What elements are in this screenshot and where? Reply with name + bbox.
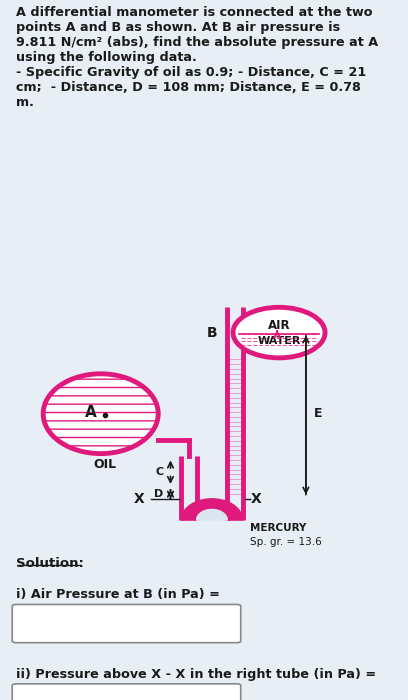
Text: WATER: WATER (257, 335, 301, 346)
Ellipse shape (233, 307, 325, 358)
Text: Solution:: Solution: (16, 557, 84, 570)
Text: MERCURY: MERCURY (250, 523, 307, 533)
Text: X: X (251, 492, 262, 506)
Polygon shape (181, 499, 243, 520)
FancyBboxPatch shape (12, 684, 241, 700)
Circle shape (43, 374, 158, 454)
Text: C: C (155, 467, 164, 477)
Text: Sp. gr. = 13.6: Sp. gr. = 13.6 (250, 538, 322, 547)
Text: A differential manometer is connected at the two
points A and B as shown. At B a: A differential manometer is connected at… (16, 6, 379, 109)
Text: OIL: OIL (93, 458, 116, 470)
Text: ii) Pressure above X - X in the right tube (in Pa) =: ii) Pressure above X - X in the right tu… (16, 668, 377, 680)
Text: D: D (154, 489, 164, 499)
Text: AIR: AIR (268, 319, 290, 332)
Text: X: X (134, 492, 144, 506)
Polygon shape (197, 510, 227, 520)
Text: A: A (85, 405, 97, 420)
FancyBboxPatch shape (12, 605, 241, 643)
Text: E: E (313, 407, 322, 420)
Text: B: B (207, 326, 218, 340)
Text: i) Air Pressure at B (in Pa) =: i) Air Pressure at B (in Pa) = (16, 588, 220, 601)
